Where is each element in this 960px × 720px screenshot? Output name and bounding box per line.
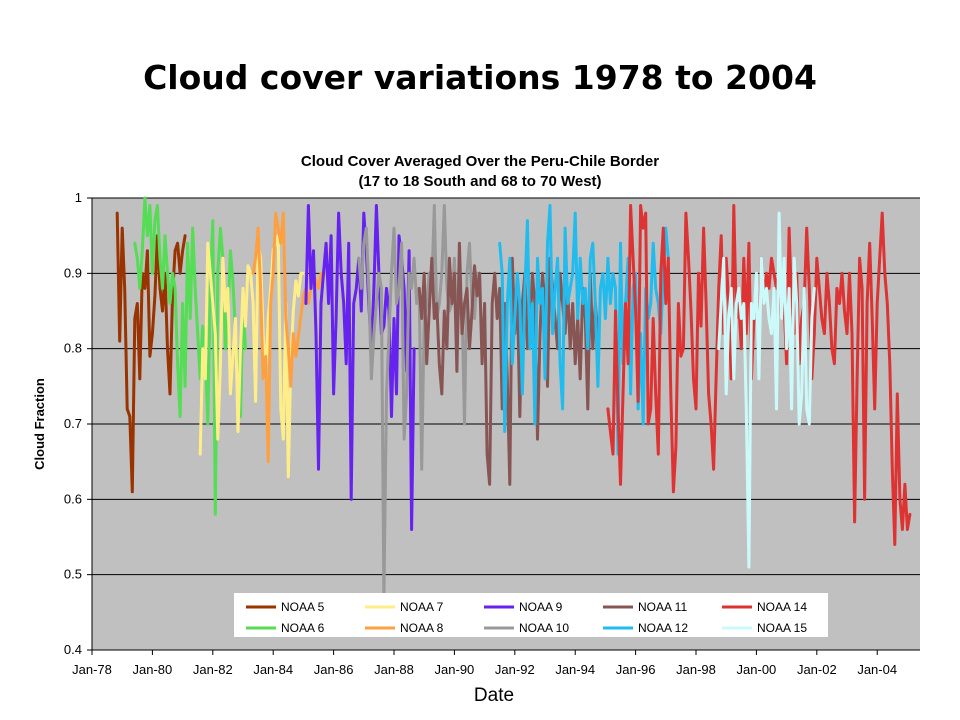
legend-label-noaa-12: NOAA 12: [638, 621, 688, 635]
chart-panel: Cloud Cover Averaged Over the Peru-Chile…: [30, 148, 930, 710]
chart-subtitle: (17 to 18 South and 68 to 70 West): [358, 173, 601, 190]
legend-box: [234, 593, 828, 637]
x-axis-label: Date: [474, 685, 514, 706]
legend-label-noaa-6: NOAA 6: [281, 621, 325, 635]
x-tick-label: Jan-96: [616, 662, 656, 677]
legend: NOAA 5 NOAA 6 NOAA 7 NOAA 8 NOAA 9 NOAA 10 NOA…: [234, 593, 828, 637]
series-lines: [115, 196, 912, 599]
chart-title: Cloud Cover Averaged Over the Peru-Chile…: [301, 153, 659, 170]
legend-label-noaa-9: NOAA 9: [519, 600, 563, 614]
y-tick-label: 0.6: [64, 491, 82, 506]
legend-label-noaa-15: NOAA 15: [757, 621, 807, 635]
axes: 0.4 0.5 0.6 0.7 0.8 0.9 1 Jan-78 Jan-80 Jan-82 Jan…: [64, 190, 920, 677]
x-tick-label: Jan-04: [857, 662, 897, 677]
y-axis-label: Cloud Fraction: [32, 378, 47, 470]
legend-label-noaa-7: NOAA 7: [400, 600, 444, 614]
y-tick-label: 1: [75, 190, 82, 205]
legend-label-noaa-11: NOAA 11: [638, 600, 687, 614]
legend-label-noaa-14: NOAA 14: [757, 600, 807, 614]
y-tick-label: 0.7: [64, 416, 82, 431]
legend-label-noaa-8: NOAA 8: [400, 621, 444, 635]
y-tick-label: 0.9: [64, 265, 82, 280]
x-tick-label: Jan-00: [737, 662, 777, 677]
legend-label-noaa-10: NOAA 10: [519, 621, 569, 635]
series-line-noaa-15: [717, 211, 816, 569]
y-tick-label: 0.4: [64, 642, 82, 657]
x-tick-label: Jan-88: [374, 662, 414, 677]
x-tick-label: Jan-82: [193, 662, 233, 677]
slide-title: Cloud cover variations 1978 to 2004: [143, 58, 817, 97]
x-tick-label: Jan-78: [72, 662, 112, 677]
x-tick-label: Jan-02: [797, 662, 837, 677]
legend-label-noaa-5: NOAA 5: [281, 600, 325, 614]
y-tick-label: 0.8: [64, 341, 82, 356]
x-tick-label: Jan-90: [435, 662, 475, 677]
x-tick-label: Jan-98: [676, 662, 716, 677]
y-tick-label: 0.5: [64, 567, 82, 582]
x-tick-label: Jan-92: [495, 662, 535, 677]
x-tick-label: Jan-86: [314, 662, 354, 677]
series-line-noaa-6: [133, 196, 247, 516]
cloud-cover-chart: Cloud Cover Averaged Over the Peru-Chile…: [32, 153, 920, 706]
x-tick-label: Jan-80: [133, 662, 173, 677]
x-tick-label: Jan-94: [555, 662, 595, 677]
x-tick-label: Jan-84: [253, 662, 293, 677]
